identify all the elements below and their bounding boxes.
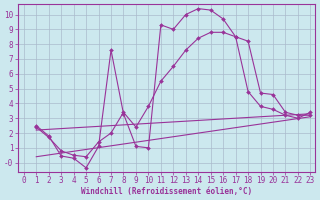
X-axis label: Windchill (Refroidissement éolien,°C): Windchill (Refroidissement éolien,°C) <box>81 187 252 196</box>
